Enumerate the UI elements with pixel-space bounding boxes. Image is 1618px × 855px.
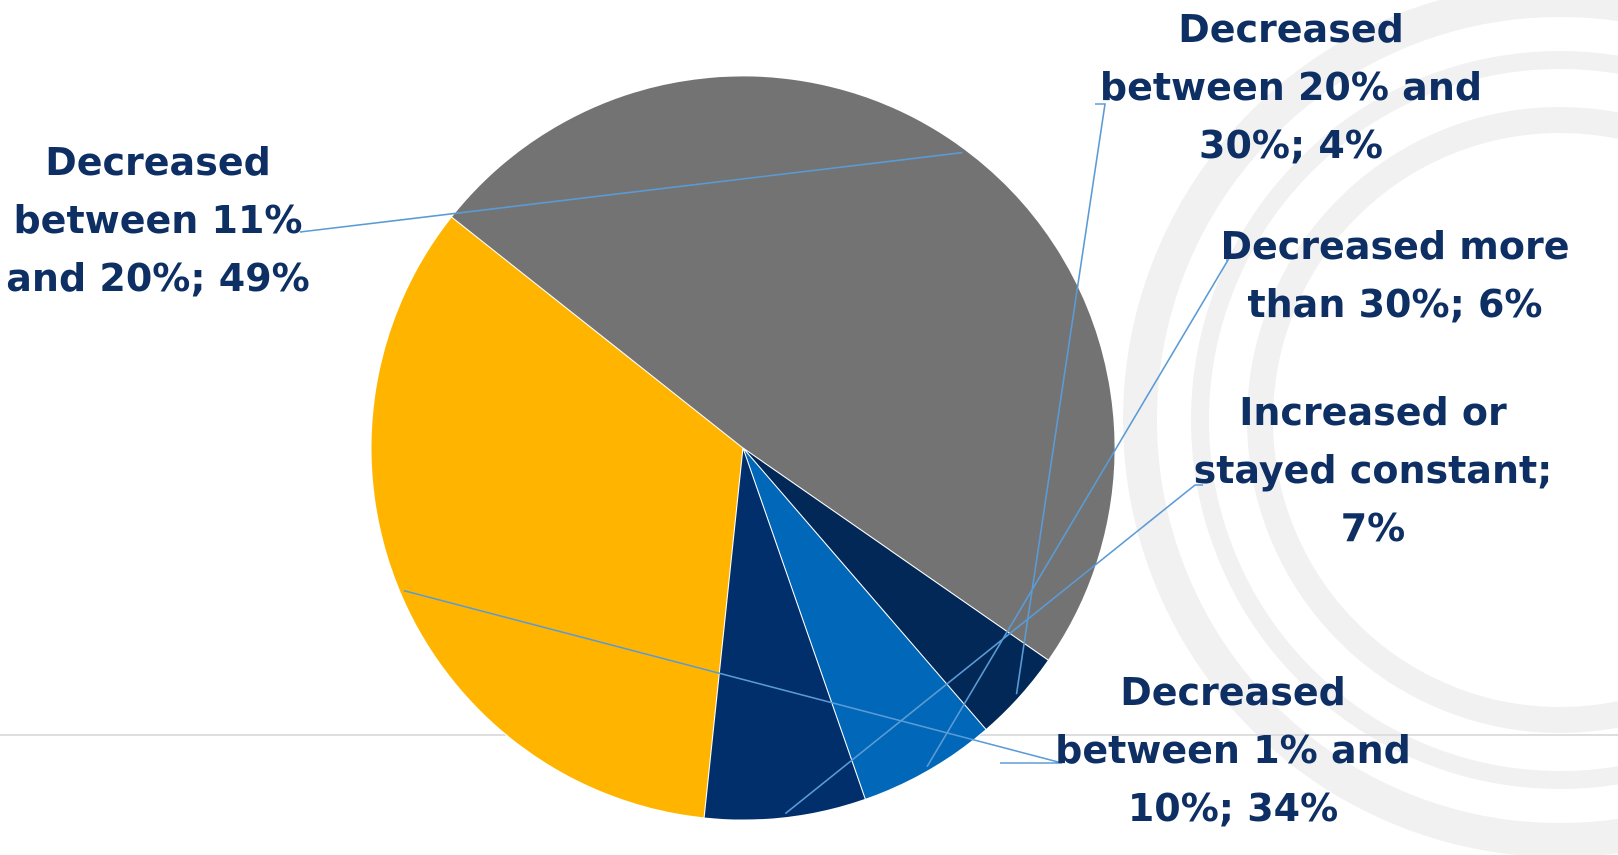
data-label-1: Decreased between 1% and 10%; 34% (1055, 670, 1411, 830)
data-label-line: 7% (1341, 506, 1406, 550)
data-label-line: than 30%; 6% (1247, 282, 1542, 326)
leader-line-5 (784, 484, 1203, 815)
data-label-line: 30%; 4% (1199, 123, 1383, 167)
data-label-line: between 11% (13, 198, 302, 242)
data-label-line: Increased or (1239, 390, 1507, 434)
background-watermark (1123, 0, 1618, 855)
data-label-line: 10%; 34% (1128, 786, 1338, 830)
data-label-line: between 20% and (1100, 65, 1482, 109)
data-labels: Decreased between 1% and 10%; 34%Decreased… (6, 7, 1569, 830)
leader-line-2 (299, 151, 963, 233)
data-label-3: Decreased between 20% and 30%; 4% (1100, 7, 1482, 167)
pie-slice-5 (703, 447, 866, 821)
pie-slices (370, 75, 1116, 821)
data-label-line: Decreased (1178, 7, 1404, 51)
pie-slice-4 (742, 447, 987, 800)
leader-line-4 (926, 259, 1230, 768)
data-label-line: Decreased (1120, 670, 1346, 714)
pie-slice-2 (450, 75, 1116, 662)
pie-slice-1 (370, 216, 744, 819)
data-label-line: stayed constant; (1194, 448, 1553, 492)
data-label-2: Decreased between 11% and 20%; 49% (6, 140, 309, 300)
data-label-5: Increased or stayed constant; 7% (1194, 390, 1553, 550)
data-label-line: Decreased more (1220, 224, 1569, 268)
leader-lines (299, 103, 1230, 815)
data-label-line: and 20%; 49% (6, 256, 309, 300)
data-label-4: Decreased more than 30%; 6% (1220, 224, 1569, 326)
leader-line-3 (1015, 103, 1106, 695)
data-label-line: Decreased (45, 140, 271, 184)
data-label-line: between 1% and (1055, 728, 1411, 772)
leader-line-1 (403, 589, 1063, 764)
